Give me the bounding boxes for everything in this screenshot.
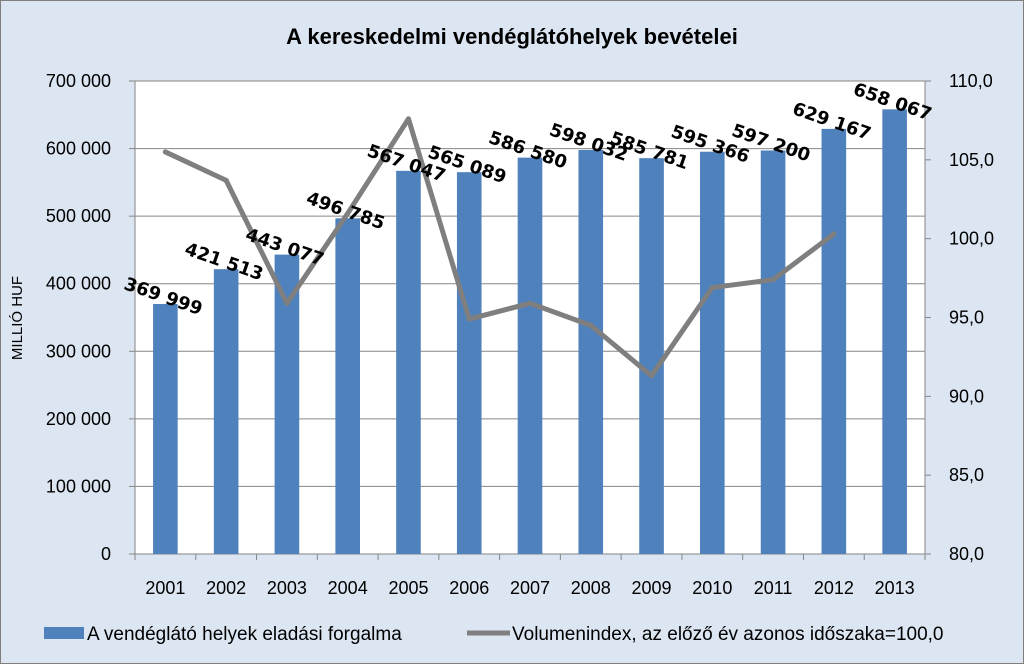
bar [760, 150, 786, 554]
bar [882, 109, 907, 555]
bar [335, 218, 360, 554]
legend-bar-swatch [44, 627, 84, 639]
bar [517, 157, 543, 554]
y-axis-right: 80,0 85,0 90,0 95,0 100,0 105,0 110,0 [924, 71, 994, 564]
bar [213, 269, 239, 554]
line-point [466, 316, 472, 322]
x-tick-label: 2008 [571, 578, 611, 598]
y-tick-label: 500 000 [46, 206, 111, 226]
y-tick-label: 400 000 [46, 274, 111, 294]
x-tick-label: 2009 [632, 578, 672, 598]
y-tick-label: 100 000 [46, 476, 111, 496]
x-tick-label: 2007 [510, 578, 550, 598]
x-tick-label: 2003 [267, 578, 307, 598]
bar [578, 149, 604, 554]
line-point [223, 177, 229, 183]
y-tick-label: 200 000 [46, 409, 111, 429]
x-tick-label: 2013 [875, 578, 915, 598]
y2-tick-label: 80,0 [949, 544, 984, 564]
x-tick-label: 2001 [145, 578, 185, 598]
bar [700, 151, 725, 554]
line-point [649, 373, 655, 379]
line-series [162, 116, 837, 379]
line-point [162, 149, 168, 155]
y2-tick-label: 105,0 [949, 150, 994, 170]
y-tick-label: 0 [101, 544, 111, 564]
bar [396, 170, 421, 554]
y2-tick-label: 90,0 [949, 386, 984, 406]
line-point [284, 300, 290, 306]
y-tick-label: 700 000 [46, 71, 111, 91]
bar [639, 158, 664, 554]
y-axis-left: 0 100 000 200 000 300 000 400 000 500 000 600 … [46, 71, 136, 564]
bar-series [153, 109, 907, 555]
y2-tick-label: 110,0 [949, 71, 993, 91]
bar [456, 172, 482, 554]
legend-bar-label: A vendéglátó helyek eladási forgalma [87, 624, 402, 645]
line-point [831, 231, 837, 237]
x-tick-label: 2010 [692, 578, 732, 598]
legend: A vendéglátó helyek eladási forgalma Vol… [44, 624, 944, 645]
line-point [588, 322, 594, 328]
line-path [162, 116, 837, 379]
y2-tick-label: 85,0 [949, 465, 984, 485]
y-axis-title: MILLIÓ HUF [9, 276, 26, 360]
x-tick-label: 2005 [388, 578, 428, 598]
x-tick-label: 2012 [814, 578, 854, 598]
line-point [345, 210, 351, 216]
line-point [527, 300, 533, 306]
y-tick-label: 600 000 [46, 139, 111, 159]
x-tick-label: 2011 [754, 578, 793, 598]
y2-tick-label: 100,0 [949, 229, 994, 249]
x-tick-label: 2002 [206, 578, 246, 598]
x-tick-label: 2006 [449, 578, 489, 598]
line-point [770, 277, 776, 283]
bar [821, 128, 847, 555]
x-tick-label: 2004 [328, 578, 368, 598]
chart-title: A kereskedelmi vendéglátóhelyek bevétele… [286, 24, 738, 49]
y-tick-label: 300 000 [46, 341, 111, 361]
y2-tick-label: 95,0 [949, 308, 984, 328]
line-point [709, 285, 715, 291]
legend-line-label: Volumenindex, az előző év azonos időszak… [512, 624, 944, 645]
line-point [405, 116, 411, 122]
bar [153, 303, 178, 554]
x-axis: 2001 2002 2003 2004 2005 2006 2007 2008 2009 2010… [134, 553, 926, 598]
